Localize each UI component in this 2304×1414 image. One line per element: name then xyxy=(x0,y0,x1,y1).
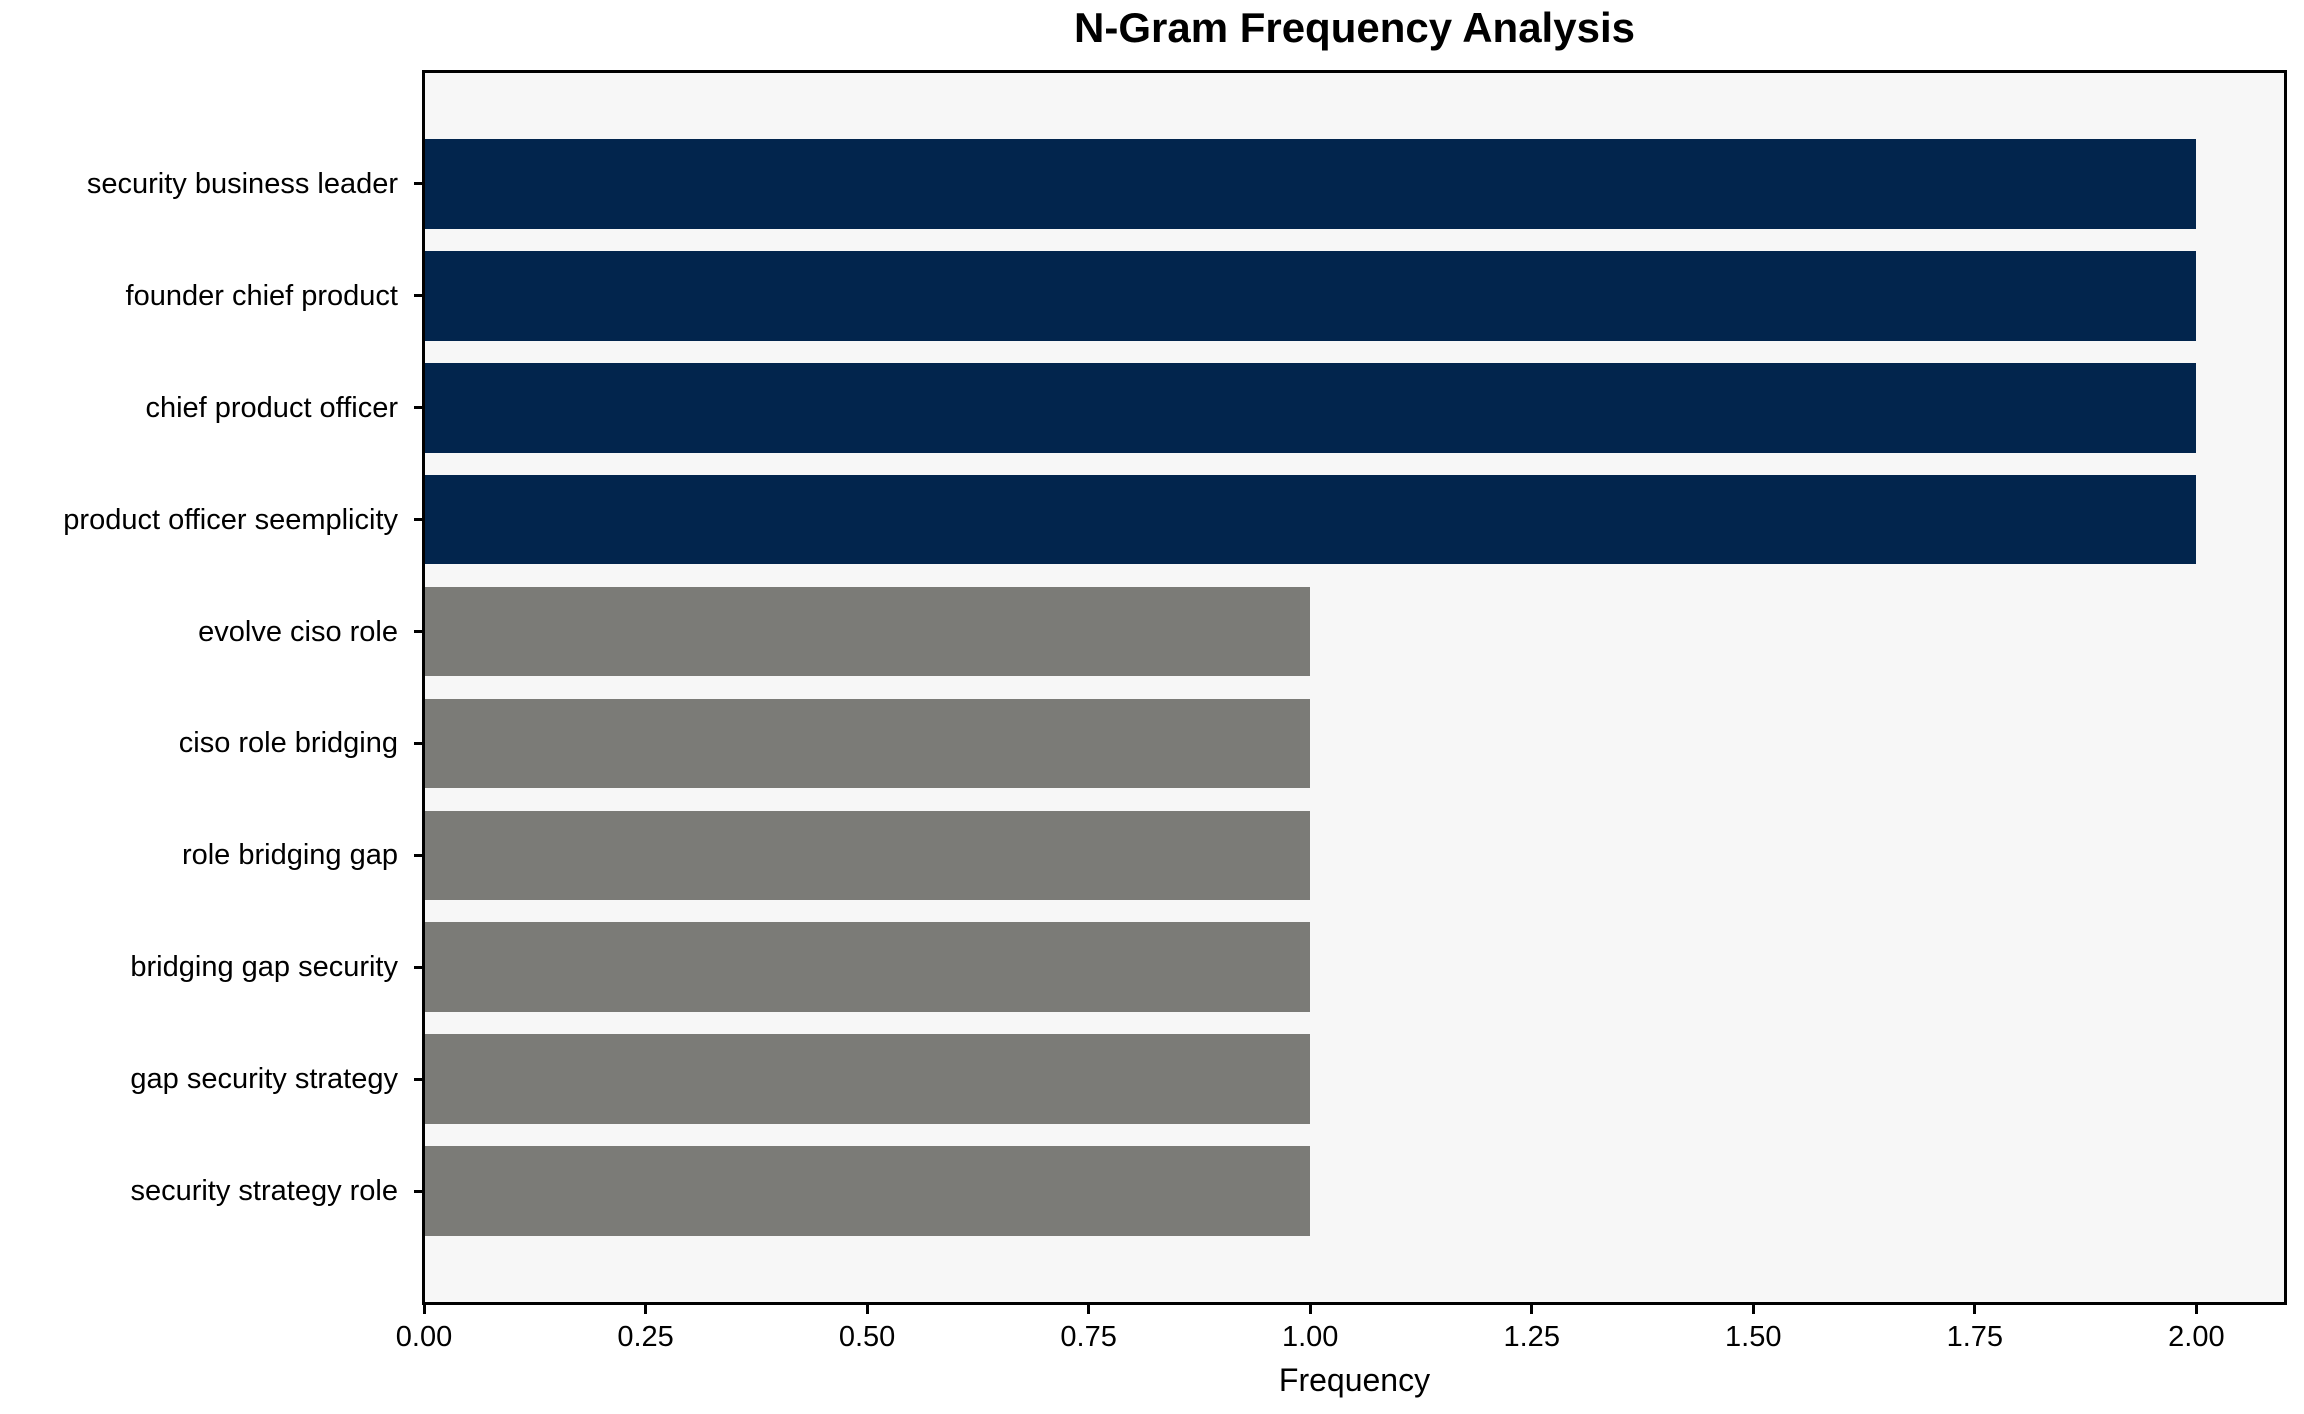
bar xyxy=(424,810,1311,901)
x-tick-label: 1.75 xyxy=(1946,1321,2004,1353)
bar xyxy=(424,586,1311,677)
y-tick-label: security strategy role xyxy=(130,1175,398,1208)
y-tick-label: chief product officer xyxy=(145,391,398,424)
x-tick-mark xyxy=(865,1303,869,1314)
x-tick-label: 0.00 xyxy=(395,1321,453,1353)
bar xyxy=(424,251,2197,341)
left-spine xyxy=(422,70,425,1305)
y-tick-mark xyxy=(414,182,424,186)
x-tick-mark xyxy=(1087,1303,1091,1314)
x-tick-mark xyxy=(422,1303,426,1314)
x-tick-mark xyxy=(644,1303,648,1314)
top-spine xyxy=(422,70,2287,73)
y-tick-mark xyxy=(414,965,424,969)
y-tick-label: ciso role bridging xyxy=(178,727,398,760)
x-tick-label: 0.25 xyxy=(617,1321,674,1353)
bar xyxy=(424,1146,1311,1236)
y-tick-mark xyxy=(414,741,424,745)
y-tick-mark xyxy=(414,1189,424,1193)
y-tick-label: product officer seemplicity xyxy=(63,503,398,536)
x-tick-mark xyxy=(2194,1303,2198,1314)
x-tick-label: 1.00 xyxy=(1281,1321,1339,1353)
y-tick-mark xyxy=(414,630,424,634)
x-tick-label: 1.50 xyxy=(1725,1321,1782,1353)
y-tick-label: security business leader xyxy=(86,167,398,200)
chart-title: N-Gram Frequency Analysis xyxy=(1074,4,1635,51)
y-tick-mark xyxy=(414,1077,424,1081)
bar xyxy=(424,474,2197,565)
x-tick-label: 0.50 xyxy=(838,1321,896,1353)
x-tick-mark xyxy=(1530,1303,1534,1314)
bottom-spine xyxy=(422,1302,2287,1305)
y-tick-mark xyxy=(414,406,424,410)
plot-area xyxy=(424,72,2285,1303)
y-tick-label: gap security strategy xyxy=(130,1063,398,1096)
bar xyxy=(424,1034,1311,1124)
y-tick-label: evolve ciso role xyxy=(198,615,398,648)
y-tick-label: bridging gap security xyxy=(130,951,398,984)
bar xyxy=(424,362,2197,453)
x-tick-label: 0.75 xyxy=(1060,1321,1117,1353)
x-axis-label: Frequency xyxy=(1278,1362,1431,1398)
x-tick-label: 1.25 xyxy=(1503,1321,1560,1353)
bar xyxy=(424,139,2197,229)
x-tick-mark xyxy=(1751,1303,1755,1314)
x-tick-label: 2.00 xyxy=(2168,1321,2225,1353)
y-tick-mark xyxy=(414,853,424,857)
bar xyxy=(424,922,1311,1012)
right-spine xyxy=(2284,70,2287,1305)
y-tick-label: role bridging gap xyxy=(181,839,398,872)
x-tick-mark xyxy=(1973,1303,1977,1314)
y-tick-label: founder chief product xyxy=(125,279,398,312)
x-tick-mark xyxy=(1308,1303,1312,1314)
y-tick-mark xyxy=(414,518,424,522)
y-tick-mark xyxy=(414,294,424,298)
bar xyxy=(424,698,1311,789)
